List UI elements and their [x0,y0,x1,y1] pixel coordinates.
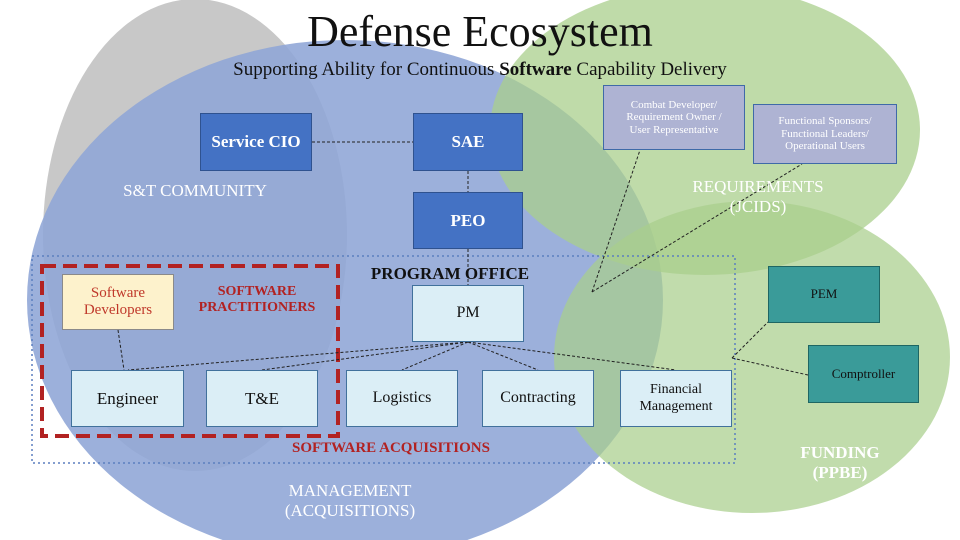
management-label-line1: MANAGEMENT [288,481,412,500]
requirements-label: REQUIREMENTS (JCIDS) [672,177,844,216]
combat-developer-box: Combat Developer/ Requirement Owner / Us… [603,85,745,150]
financial-management-line2: Management [639,398,713,414]
page-subtitle: Supporting Ability for Continuous Softwa… [0,58,960,82]
connector-funding-comptroller [731,357,809,376]
management-label-line2: (ACQUISITIONS) [284,500,416,520]
software-practitioners-frame [40,264,340,438]
tne-box: T&E [206,370,318,427]
program-office-frame [31,255,736,464]
software-developers-box: Software Developers [62,274,174,330]
requirements-label-line2: (JCIDS) [729,196,787,216]
financial-management-line1: Financial [649,382,703,398]
subtitle-tail: Capability Delivery [571,59,727,80]
connector-pm-engineer [127,341,469,371]
combat-developer-line1: Combat Developer/ [630,98,718,111]
connector-pm-logistics [401,341,469,371]
program-office-label: PROGRAM OFFICE [370,264,530,283]
service-cio-box: Service CIO [200,113,312,171]
connector-pm-contracting [467,341,539,371]
subtitle-emphasis: Software [499,59,572,80]
financial-management-box: Financial Management [620,370,732,427]
peo-box: PEO [413,192,523,249]
software-practitioners-label: SOFTWARE PRACTITIONERS [178,284,336,316]
pem-box: PEM [768,266,880,323]
connector-funding-pem [731,321,769,359]
funding-label-line1: FUNDING [800,443,880,462]
connector-requirements-functional [591,163,803,293]
combat-developer-line3: User Representative [629,123,719,136]
engineer-box: Engineer [71,370,184,427]
functional-sponsors-line1: Functional Sponsors/ [778,115,872,128]
subtitle-lead: Supporting Ability for Continuous [233,59,500,80]
functional-sponsors-box: Functional Sponsors/ Functional Leaders/… [753,104,897,164]
management-label: MANAGEMENT (ACQUISITIONS) [250,481,450,520]
comptroller-box: Comptroller [808,345,919,403]
requirements-label-line1: REQUIREMENTS [692,177,824,196]
functional-sponsors-line2: Functional Leaders/ [781,127,869,140]
funding-label: FUNDING (PPBE) [770,443,910,482]
pm-box: PM [412,285,524,342]
st-community-label: S&T COMMUNITY [123,181,267,200]
page-title: Defense Ecosystem [307,7,653,56]
connector-devs-engineer [117,329,125,371]
software-developers-line2: Developers [83,302,153,318]
combat-developer-line2: Requirement Owner / [626,111,722,124]
sae-box: SAE [413,113,523,171]
contracting-box: Contracting [482,370,594,427]
software-practitioners-line1: SOFTWARE [217,284,297,299]
funding-label-line2: (PPBE) [812,462,868,482]
functional-sponsors-line3: Operational Users [785,140,865,153]
logistics-box: Logistics [346,370,458,427]
software-developers-line1: Software [90,284,146,301]
software-practitioners-line2: PRACTITIONERS [198,300,316,316]
software-acquisitions-label: SOFTWARE ACQUISITIONS [292,440,490,456]
